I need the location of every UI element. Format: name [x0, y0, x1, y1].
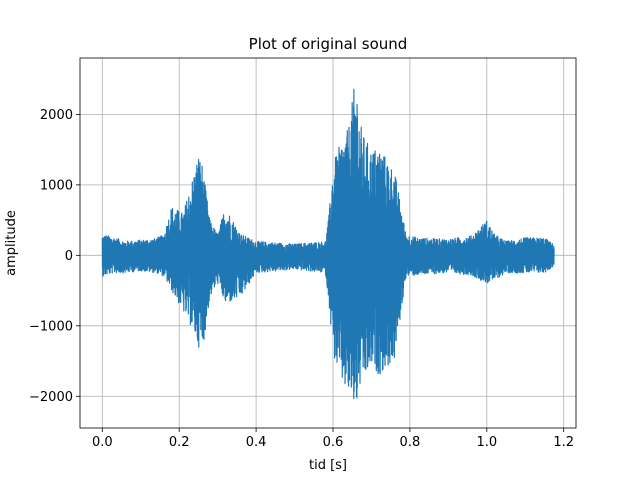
y-tick-label: −2000	[29, 390, 73, 405]
y-tick-label: 1000	[40, 178, 73, 193]
series-layer	[101, 88, 555, 400]
y-tick-label: −1000	[29, 319, 73, 334]
y-tick-label: 2000	[40, 108, 73, 123]
x-axis-label: tid [s]	[309, 458, 347, 473]
x-tick-label: 1.0	[476, 435, 497, 450]
x-tick-label: 0.6	[323, 435, 344, 450]
x-tick-label: 0.2	[169, 435, 190, 450]
y-tick-label: 0	[65, 249, 73, 264]
plot-frame	[79, 57, 577, 429]
sound-waveform-line	[101, 88, 555, 400]
x-tick-label: 0.4	[246, 435, 267, 450]
x-tick-label: 1.2	[553, 435, 574, 450]
y-axis-label: amplitude	[4, 210, 19, 276]
chart-title: Plot of original sound	[249, 35, 408, 53]
x-tick-label: 0.0	[92, 435, 113, 450]
tick-layer: 0.0 0.2 0.4 0.6 0.8 1.0 1.2 −2000 −1000 0 1000 2000	[29, 108, 574, 450]
x-tick-label: 0.8	[400, 435, 421, 450]
